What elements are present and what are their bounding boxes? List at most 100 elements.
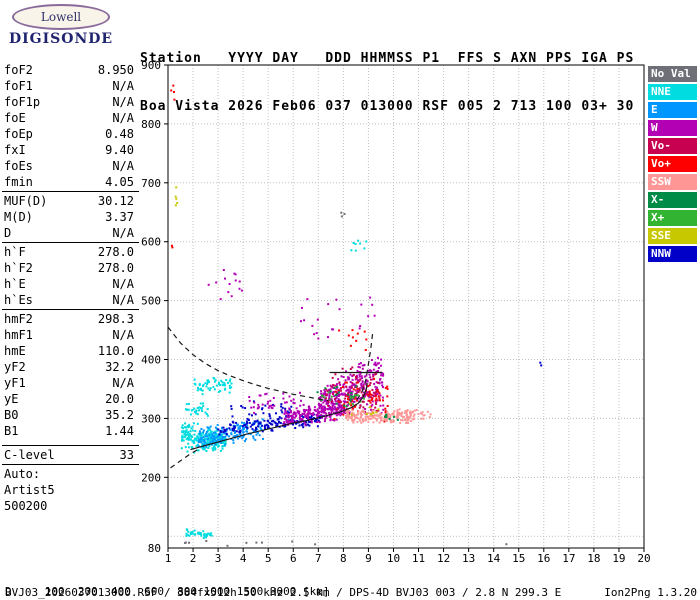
svg-text:10: 10 <box>387 552 400 565</box>
param-label: foE <box>4 111 26 125</box>
svg-text:13: 13 <box>462 552 475 565</box>
param-value: 32.2 <box>105 360 134 374</box>
svg-text:17: 17 <box>562 552 575 565</box>
param-label: yF2 <box>4 360 26 374</box>
param-row-artist5: Artist5 <box>2 482 139 498</box>
svg-text:16: 16 <box>537 552 550 565</box>
legend-entry-x: X+ <box>648 210 697 226</box>
param-group: h`F 278.0 h`F2 278.0 h`E N/A h`Es N/A <box>2 244 139 308</box>
legend-entry-x: X- <box>648 192 697 208</box>
param-label: hmF2 <box>4 312 33 326</box>
param-label: MUF(D) <box>4 194 48 208</box>
svg-text:7: 7 <box>315 552 322 565</box>
param-label: fmin <box>4 175 33 189</box>
param-row-mufd: MUF(D) 30.12 <box>2 193 139 209</box>
param-label: Artist5 <box>4 483 55 497</box>
param-row-ye: yE 20.0 <box>2 391 139 407</box>
svg-text:4: 4 <box>240 552 247 565</box>
param-row-hme: hmE 110.0 <box>2 343 139 359</box>
param-label: hmE <box>4 344 26 358</box>
svg-text:600: 600 <box>141 236 161 249</box>
param-row-b1: B1 1.44 <box>2 423 139 439</box>
overlay-trace-extrapolation <box>170 447 201 469</box>
svg-text:900: 900 <box>141 59 161 72</box>
param-group: MUF(D) 30.12 M(D) 3.37 D N/A <box>2 193 139 241</box>
svg-text:700: 700 <box>141 177 161 190</box>
param-value: 298.3 <box>97 312 134 326</box>
svg-text:11: 11 <box>412 552 425 565</box>
param-row-yf2: yF2 32.2 <box>2 359 139 375</box>
param-row-d: D N/A <box>2 225 139 241</box>
param-row-yf1: yF1 N/A <box>2 375 139 391</box>
param-label: hmF1 <box>4 328 33 342</box>
parameters-panel: foF2 8.950 foF1 N/A foF1p N/A foE N/A foEp 0.48 fx… <box>2 62 139 514</box>
param-label: yF1 <box>4 376 26 390</box>
param-value: 30.12 <box>97 194 134 208</box>
param-value: 110.0 <box>97 344 134 358</box>
svg-text:5: 5 <box>265 552 272 565</box>
param-value: N/A <box>112 95 134 109</box>
param-row-foes: foEs N/A <box>2 158 139 174</box>
footer: BVJ03_2026037013000.RSF / 384fx512h 50 k… <box>5 586 697 599</box>
separator <box>2 191 139 192</box>
svg-text:80: 80 <box>148 542 161 555</box>
param-value: N/A <box>112 79 134 93</box>
param-value: 9.40 <box>105 143 134 157</box>
svg-text:6: 6 <box>290 552 297 565</box>
svg-text:800: 800 <box>141 118 161 131</box>
param-group: Auto: Artist5 500200 <box>2 466 139 514</box>
param-row-hf2: h`F2 278.0 <box>2 260 139 276</box>
logo-digisonde-text: DIGISONDE <box>8 31 114 47</box>
param-label: foF2 <box>4 63 33 77</box>
svg-text:1: 1 <box>165 552 172 565</box>
legend-entry-vo: Vo- <box>648 138 697 154</box>
param-row-fof1p: foF1p N/A <box>2 94 139 110</box>
param-value: 35.2 <box>105 408 134 422</box>
param-row-he: h`E N/A <box>2 276 139 292</box>
plot-axis-labels: 1 2 3 4 5 6 7 8 9 10 11 12 13 14 15 16 17 18 19 20900800700… <box>141 59 651 565</box>
param-label: B1 <box>4 424 19 438</box>
svg-text:8: 8 <box>340 552 347 565</box>
param-row-foep: foEp 0.48 <box>2 126 139 142</box>
param-label: C-level <box>4 448 55 462</box>
param-value: 278.0 <box>97 261 134 275</box>
param-value: N/A <box>112 159 134 173</box>
param-value: 0.48 <box>105 127 134 141</box>
param-row-fof2: foF2 8.950 <box>2 62 139 78</box>
separator <box>2 464 139 465</box>
param-label: D <box>4 226 12 240</box>
separator <box>2 242 139 243</box>
param-group: hmF2 298.3 hmF1 N/A hmE 110.0 yF2 32.2 yF1 N/A yE 2… <box>2 311 139 439</box>
param-value: N/A <box>112 328 134 342</box>
param-value: 278.0 <box>97 245 134 259</box>
svg-text:3: 3 <box>215 552 222 565</box>
legend-entry-sse: SSE <box>648 228 697 244</box>
overlay-model-curve-left <box>167 326 329 402</box>
plot-overlays <box>167 326 383 469</box>
param-value: N/A <box>112 277 134 291</box>
legend-entry-noval: No Val <box>648 66 697 82</box>
param-value: N/A <box>112 226 134 240</box>
param-row-auto: Auto: <box>2 466 139 482</box>
overlay-artist-trace <box>190 383 368 451</box>
param-label: B0 <box>4 408 19 422</box>
lowell-digisonde-logo: Lowell DIGISONDE <box>6 4 116 47</box>
legend-entry-vo: Vo+ <box>648 156 697 172</box>
svg-text:15: 15 <box>512 552 525 565</box>
separator <box>2 309 139 310</box>
footer-file-info: BVJ03_2026037013000.RSF / 384fx512h 50 k… <box>5 586 562 599</box>
legend-entry-w: W <box>648 120 697 136</box>
svg-text:500: 500 <box>141 295 161 308</box>
param-row-500200: 500200 <box>2 498 139 514</box>
svg-text:12: 12 <box>437 552 450 565</box>
legend-entry-e: E <box>648 102 697 118</box>
param-label: h`F2 <box>4 261 33 275</box>
overlay-model-curve-right <box>356 331 374 400</box>
svg-text:20: 20 <box>637 552 650 565</box>
param-row-hes: h`Es N/A <box>2 292 139 308</box>
station-header-line2: Boa Vista 2026 Feb06 037 013000 RSF 005 … <box>140 99 635 114</box>
param-value: 20.0 <box>105 392 134 406</box>
separator <box>2 445 139 446</box>
